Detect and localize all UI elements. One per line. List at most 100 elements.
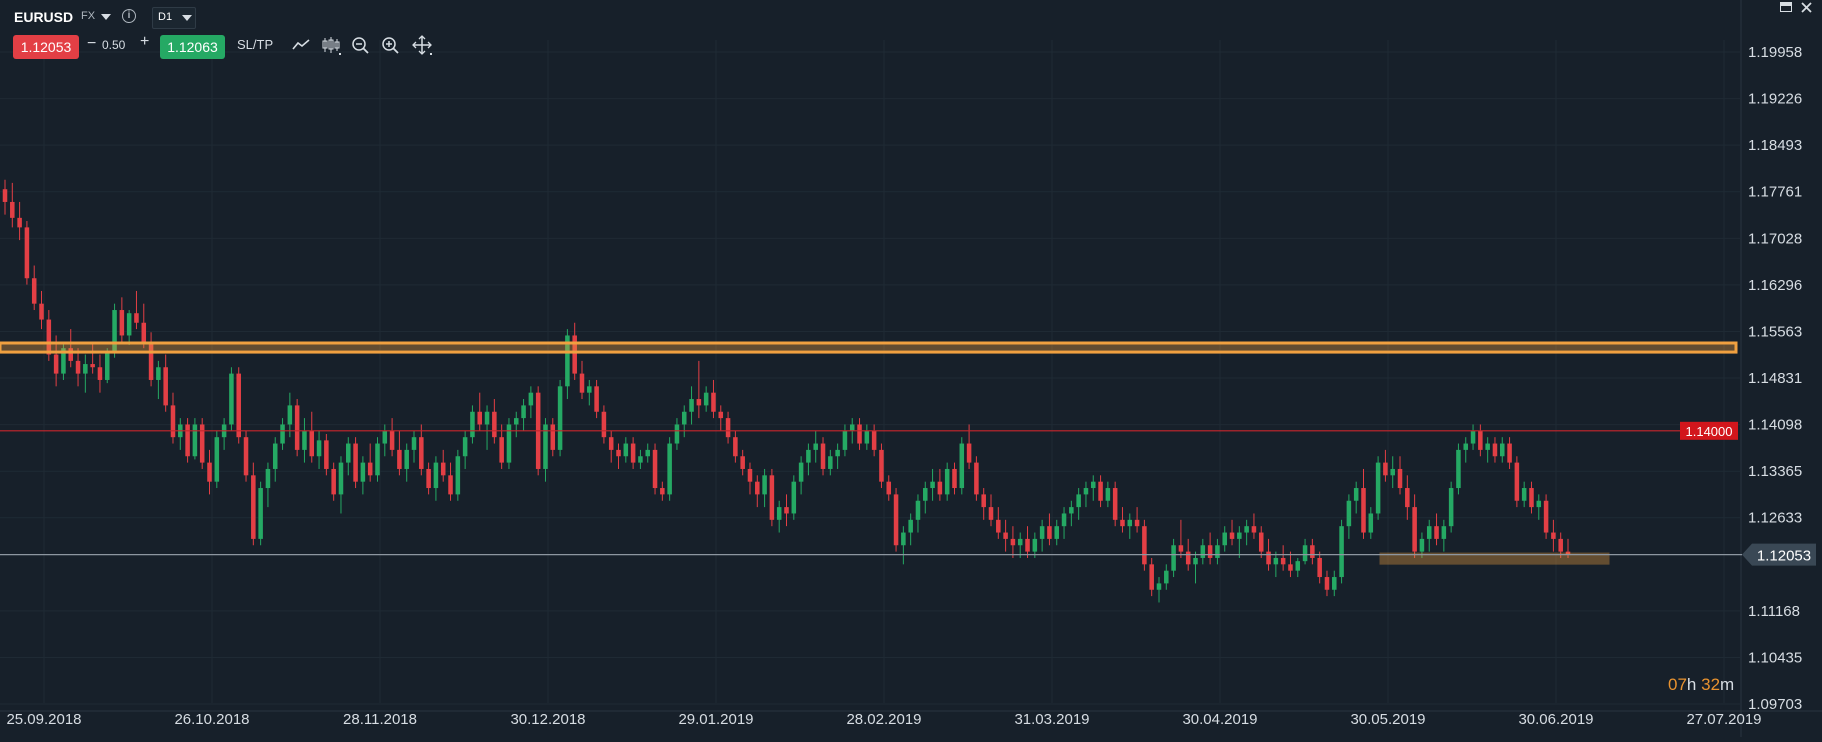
candle [397,430,402,476]
candle [996,507,1001,539]
candle-body [1229,532,1235,539]
candle-body [353,443,358,482]
candle [601,405,607,444]
candle [236,367,241,444]
zoom-out-icon[interactable] [349,34,371,56]
price-tick-label: 1.17028 [1748,230,1802,247]
candle-body [944,468,950,495]
volume-increase-button[interactable]: + [140,33,150,50]
candle [506,418,512,469]
candle-body [462,437,468,457]
candle-body [557,386,563,450]
candle-body [1551,532,1556,539]
buy-price-button[interactable]: 1.12063 [160,35,225,59]
candle [696,360,702,419]
candle-body [148,341,154,380]
candle-body [806,449,811,463]
minimize-icon[interactable] [1780,2,1792,12]
candle-body [309,430,315,457]
candle-body [681,411,687,425]
symbol-name[interactable]: EURUSD [14,9,74,25]
candle-body [141,322,147,342]
candle-body [1470,430,1476,444]
symbol-dropdown-chevron-icon[interactable] [101,14,111,20]
candle [1207,532,1213,565]
candle-body [798,462,804,482]
candle [1142,519,1147,571]
candle [24,221,30,285]
price-tick-label: 1.10435 [1748,649,1802,666]
candle-body [272,443,278,469]
candle [294,399,300,457]
candle-body [382,430,388,444]
candle-body [90,364,95,368]
candle [1448,481,1454,533]
candle-body [923,488,928,501]
candle [857,418,862,450]
candle [1090,475,1096,501]
candle-body [426,468,431,489]
candle [178,418,183,450]
volume-decrease-button[interactable]: − [87,35,97,52]
candle-body [784,507,789,514]
candle [703,386,709,412]
candle [711,379,716,419]
candle-body [1105,488,1111,501]
candle-body [1280,557,1286,565]
candle [1405,475,1410,520]
candle-body [404,449,409,469]
candle [1105,481,1111,508]
candle-body [31,278,37,304]
candle [499,424,504,469]
sell-price-button[interactable]: 1.12053 [13,35,79,59]
line-chart-icon[interactable] [290,34,312,56]
candle-body [901,532,906,546]
candle [1178,519,1184,558]
overlays: 1.14000 1.12053 [0,341,1816,566]
candle [1083,481,1089,508]
candle [214,430,220,489]
candle [1229,519,1235,546]
candle-body [163,367,168,406]
candle-body [280,424,285,444]
info-icon[interactable]: i [122,9,136,23]
candle-body [134,313,139,323]
candle [1529,481,1534,514]
candle-body [470,411,475,438]
candle-body [1017,538,1023,546]
candle [784,494,789,527]
candle [1134,507,1140,533]
candle-body [1237,532,1242,539]
candle-body [915,500,921,520]
candles-icon[interactable] [320,34,342,56]
candle [185,418,190,463]
close-icon[interactable] [1800,1,1813,14]
candle [484,405,490,450]
sltp-button[interactable]: SL/TP [237,37,274,52]
candle-body [10,201,15,218]
candle-body [871,430,877,450]
candle-body [930,481,935,489]
candle [1317,551,1322,584]
candle [791,475,797,520]
candle-body [1156,583,1162,590]
candles [2,179,1571,603]
candle-body [550,424,556,450]
zoom-in-icon[interactable] [379,34,401,56]
candle [156,360,161,400]
candle [419,424,424,476]
candle [1434,513,1439,546]
candle-body [1419,538,1425,552]
candle [1500,437,1505,463]
candle [1397,456,1403,495]
crosshair-icon[interactable] [411,34,433,56]
candle-body [1171,545,1176,571]
volume-value[interactable]: 0.50 [102,38,126,52]
timeframe-select[interactable]: D1 [152,7,196,29]
candle [1295,557,1301,578]
candle-body [199,424,205,463]
candle [119,297,125,342]
